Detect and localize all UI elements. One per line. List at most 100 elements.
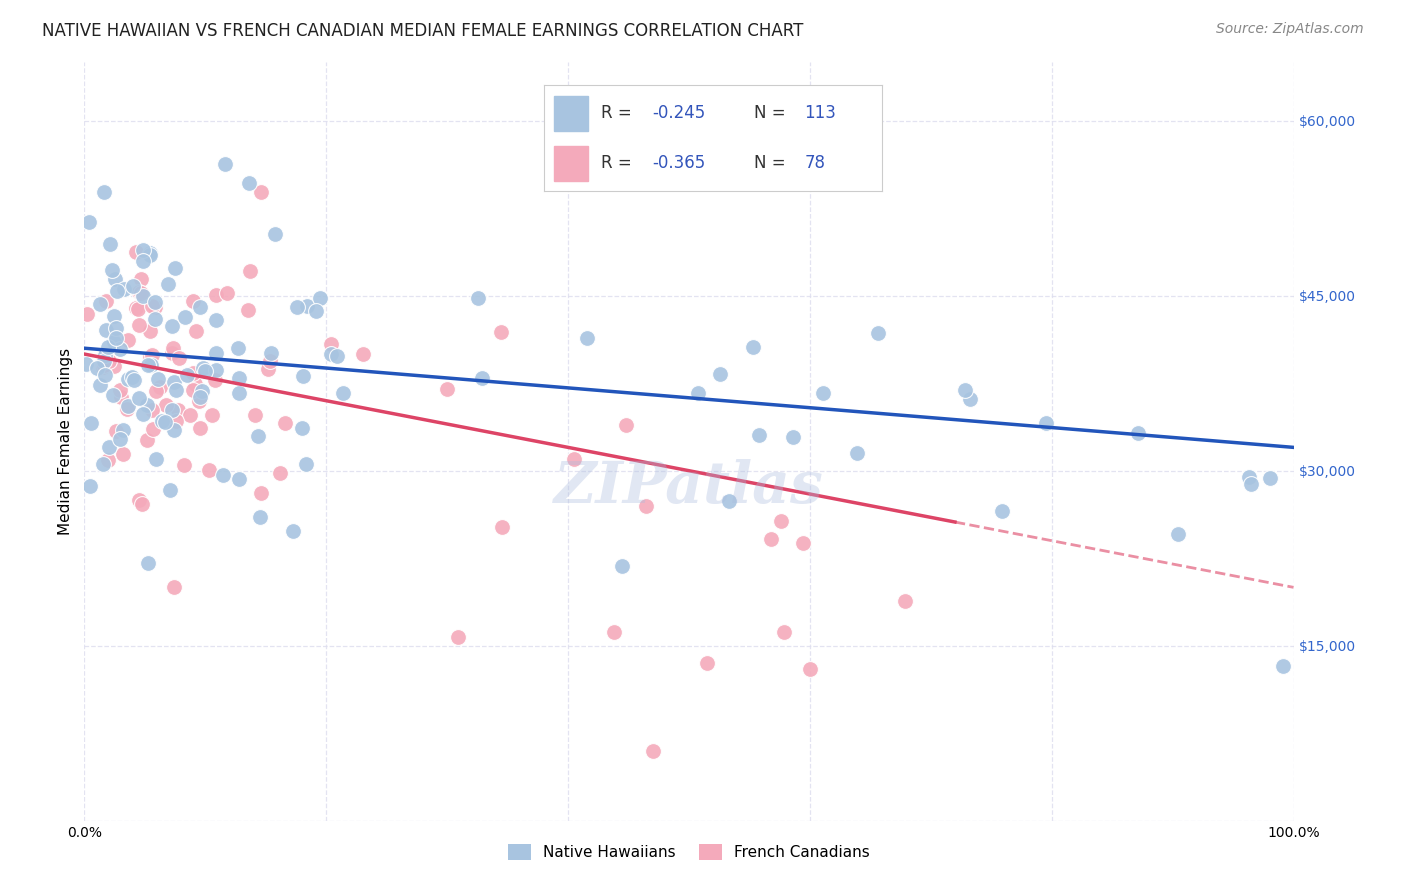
Point <box>305 304 328 318</box>
Point <box>108 342 131 356</box>
Y-axis label: Median Female Earnings: Median Female Earnings <box>58 348 73 535</box>
Point <box>136 433 159 447</box>
Point <box>128 318 150 332</box>
Point <box>770 514 793 528</box>
Point <box>138 351 160 365</box>
Point <box>89 297 111 311</box>
Point <box>132 243 155 257</box>
Point <box>269 466 291 480</box>
Point <box>165 383 187 397</box>
Point <box>98 353 121 368</box>
Point <box>94 368 117 382</box>
Point <box>117 372 139 386</box>
Point <box>145 451 167 466</box>
Point <box>894 593 917 607</box>
Point <box>122 373 145 387</box>
Point <box>129 271 152 285</box>
Point <box>748 428 770 442</box>
Point <box>93 354 115 368</box>
Point <box>166 402 188 417</box>
Point <box>249 185 271 199</box>
Point <box>204 288 226 302</box>
Point <box>799 662 821 676</box>
Point <box>260 346 283 360</box>
Point <box>153 415 176 429</box>
Point <box>285 300 308 314</box>
Point <box>91 359 114 374</box>
Point <box>181 293 204 308</box>
Point <box>167 351 190 366</box>
Point <box>173 310 195 324</box>
Point <box>139 246 162 260</box>
Point <box>1035 416 1057 430</box>
Point <box>108 383 131 397</box>
Point <box>105 321 128 335</box>
Point <box>249 510 271 524</box>
Point <box>188 394 211 409</box>
Point <box>80 416 103 430</box>
Point <box>228 342 250 356</box>
Point <box>291 421 314 435</box>
Point <box>94 348 117 362</box>
Point <box>281 524 304 538</box>
Point <box>181 366 204 380</box>
Point <box>194 364 217 378</box>
Point <box>159 483 181 498</box>
Point <box>141 299 163 313</box>
Point <box>111 447 134 461</box>
Point <box>145 384 167 398</box>
Point <box>165 414 187 428</box>
Point <box>77 215 100 229</box>
Point <box>163 376 186 390</box>
Point <box>160 346 183 360</box>
Text: ZIPatlas: ZIPatlas <box>554 458 824 516</box>
Point <box>128 492 150 507</box>
Text: Source: ZipAtlas.com: Source: ZipAtlas.com <box>1216 22 1364 37</box>
Point <box>115 402 138 417</box>
Point <box>181 383 204 397</box>
Point <box>103 310 125 324</box>
Point <box>742 340 765 354</box>
Point <box>75 357 97 371</box>
Point <box>332 385 354 400</box>
Point <box>717 493 740 508</box>
Point <box>792 536 814 550</box>
Point <box>112 282 135 296</box>
Point <box>98 236 121 251</box>
Point <box>274 416 297 430</box>
Point <box>160 403 183 417</box>
Point <box>146 372 169 386</box>
Point <box>308 291 330 305</box>
Point <box>204 373 226 387</box>
Point <box>575 330 598 344</box>
Point <box>131 497 153 511</box>
Point <box>152 414 174 428</box>
Point <box>198 463 221 477</box>
Point <box>98 440 121 454</box>
Point <box>94 293 117 308</box>
Point <box>91 457 114 471</box>
Point <box>162 341 184 355</box>
Point <box>93 358 115 372</box>
Point <box>135 398 157 412</box>
Point <box>128 392 150 406</box>
Point <box>264 227 287 242</box>
Point <box>165 260 187 275</box>
Point <box>93 185 115 199</box>
Point <box>641 744 664 758</box>
Point <box>259 354 281 368</box>
Point <box>467 291 489 305</box>
Point <box>562 452 585 467</box>
Point <box>190 300 212 314</box>
Point <box>184 376 207 391</box>
Point <box>122 278 145 293</box>
Point <box>97 340 120 354</box>
Point <box>959 392 981 406</box>
Point <box>352 347 374 361</box>
Point <box>132 289 155 303</box>
Point <box>94 323 117 337</box>
Text: NATIVE HAWAIIAN VS FRENCH CANADIAN MEDIAN FEMALE EARNINGS CORRELATION CHART: NATIVE HAWAIIAN VS FRENCH CANADIAN MEDIA… <box>42 22 804 40</box>
Point <box>319 337 342 351</box>
Point <box>436 382 458 396</box>
Point <box>176 368 198 383</box>
